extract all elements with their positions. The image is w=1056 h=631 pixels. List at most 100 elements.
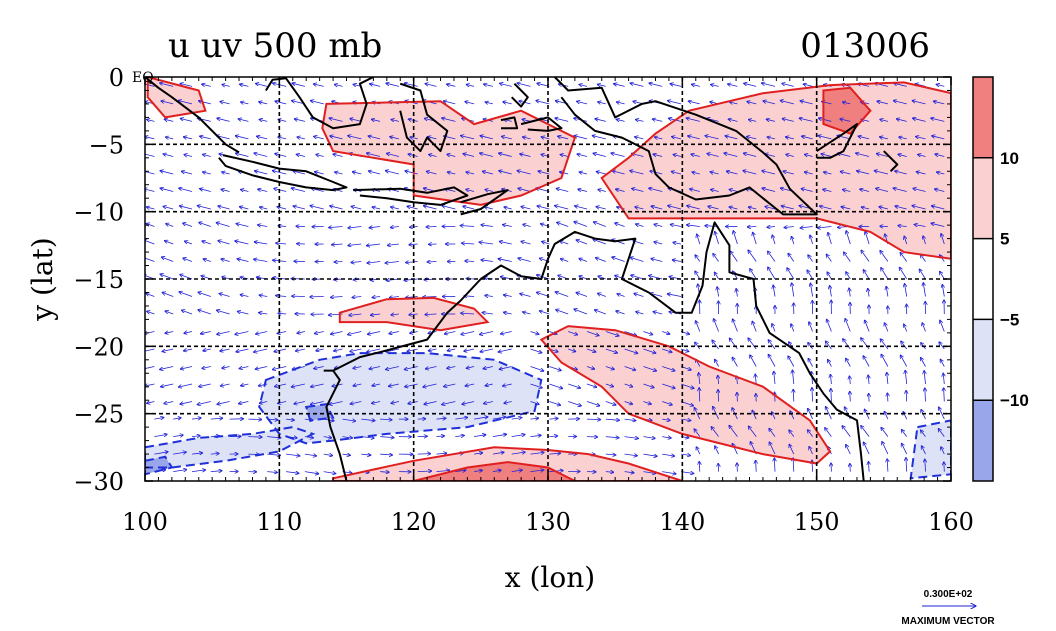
wind-vector-258 <box>352 172 362 174</box>
wind-vector-793 <box>787 268 795 280</box>
wind-vector-918 <box>882 442 889 455</box>
wind-vector-635 <box>662 332 670 335</box>
wind-vector-338 <box>404 366 418 370</box>
wind-vector-543 <box>586 331 599 336</box>
wind-vector-237 <box>330 206 343 210</box>
wind-vector-572 <box>605 437 619 438</box>
wind-vector-60 <box>184 332 193 334</box>
wind-vector-454 <box>503 384 512 386</box>
wind-vector-423 <box>479 242 493 244</box>
wind-vector-456 <box>511 418 522 420</box>
wind-vector-266 <box>349 314 362 315</box>
wind-vector-673 <box>690 189 700 192</box>
wind-vector-968 <box>931 118 945 122</box>
wind-vector-510 <box>560 155 569 157</box>
wind-vector-651 <box>668 206 682 210</box>
wind-vector-915 <box>887 393 888 402</box>
wind-vector-469 <box>521 241 531 245</box>
wind-vector-987 <box>941 447 945 455</box>
wind-vector-711 <box>715 446 719 455</box>
wind-vector-406 <box>464 349 475 351</box>
wind-vector-988 <box>944 462 945 472</box>
wind-vector-823 <box>812 388 813 402</box>
wind-vector-912 <box>880 339 889 350</box>
wind-vector-783 <box>780 101 794 105</box>
wind-vector-150 <box>259 295 268 296</box>
wind-vector-66 <box>191 436 200 437</box>
wind-vector-766 <box>765 207 776 210</box>
wind-vector-670 <box>688 136 700 140</box>
wind-vector-597 <box>624 472 635 473</box>
vector-key: 0.300E+02 MAXIMUM VECTOR <box>901 589 995 627</box>
contour-lines <box>145 77 951 481</box>
wind-vector-717 <box>724 153 738 157</box>
wind-vector-920 <box>894 83 907 87</box>
wind-vector-862 <box>846 272 851 280</box>
wind-vector-577 <box>616 119 625 121</box>
wind-vector-967 <box>933 101 945 105</box>
wind-vector-883 <box>865 231 870 245</box>
wind-vector-843 <box>826 341 832 350</box>
wind-vector-122 <box>239 207 249 209</box>
wind-vector-145 <box>260 207 268 209</box>
wind-vector-902 <box>874 171 888 175</box>
wind-vector-67 <box>191 453 203 454</box>
wind-vector-559 <box>596 207 606 210</box>
wind-vector-534 <box>579 172 588 174</box>
wind-vector-353 <box>426 227 437 228</box>
wind-vector-70 <box>198 101 211 105</box>
wind-vector-142 <box>254 153 268 157</box>
wind-vector-693 <box>705 136 719 140</box>
wind-vector-587 <box>617 294 625 297</box>
colorbar-swatch-4 <box>973 400 993 481</box>
wind-vector-488 <box>538 171 550 175</box>
wind-vector-836 <box>818 227 832 229</box>
wind-vector-307 <box>390 227 399 228</box>
wind-vector-796 <box>791 324 795 332</box>
wind-vector-44 <box>173 452 186 454</box>
wind-vector-474 <box>530 331 539 335</box>
wind-vector-627 <box>649 188 663 192</box>
wind-vector-791 <box>791 236 793 245</box>
wind-vector-108 <box>222 367 230 369</box>
wind-vector-548 <box>586 419 601 420</box>
wind-vector-415 <box>485 102 493 104</box>
wind-vector-716 <box>725 136 738 140</box>
wind-vector-719 <box>729 189 738 191</box>
wind-vector-375 <box>442 206 456 210</box>
wind-vector-540 <box>579 276 588 280</box>
wind-vector-168 <box>277 207 287 209</box>
wind-vector-504 <box>549 453 560 454</box>
wind-vector-8 <box>146 224 155 227</box>
wind-vector-17 <box>145 384 155 386</box>
wind-vector-283 <box>372 207 381 209</box>
wind-vector-892 <box>869 393 870 402</box>
wind-vector-524 <box>568 401 581 406</box>
wind-vector-102 <box>221 259 230 262</box>
wind-vector-518 <box>555 292 569 297</box>
wind-vector-343 <box>417 454 431 455</box>
wind-vector-478 <box>530 401 540 405</box>
wind-vector-794 <box>792 283 795 297</box>
wind-vector-128 <box>237 311 249 315</box>
wind-vector-28 <box>160 171 174 175</box>
wind-vector-903 <box>876 188 888 192</box>
wind-vector-628 <box>651 206 663 210</box>
wind-vector-715 <box>728 119 738 121</box>
wind-vector-568 <box>605 366 615 370</box>
wind-vector-792 <box>788 253 795 262</box>
wind-vector-125 <box>237 259 249 262</box>
wind-vector-733 <box>729 425 738 437</box>
wind-vector-222 <box>316 349 324 351</box>
wind-vector-563 <box>598 276 606 280</box>
wind-vector-600 <box>636 120 644 122</box>
wind-vector-642 <box>662 454 674 456</box>
wind-vector-290 <box>367 331 381 335</box>
wind-vector-127 <box>240 295 249 297</box>
wind-vector-306 <box>391 207 399 209</box>
wind-vector-738 <box>748 120 757 122</box>
y-tick-labels: 0 −5 −10 −15 −20 −25 −30 <box>73 64 124 496</box>
wind-vector-957 <box>922 323 926 332</box>
wind-vector-140 <box>259 119 268 121</box>
wind-vector-656 <box>667 294 682 297</box>
